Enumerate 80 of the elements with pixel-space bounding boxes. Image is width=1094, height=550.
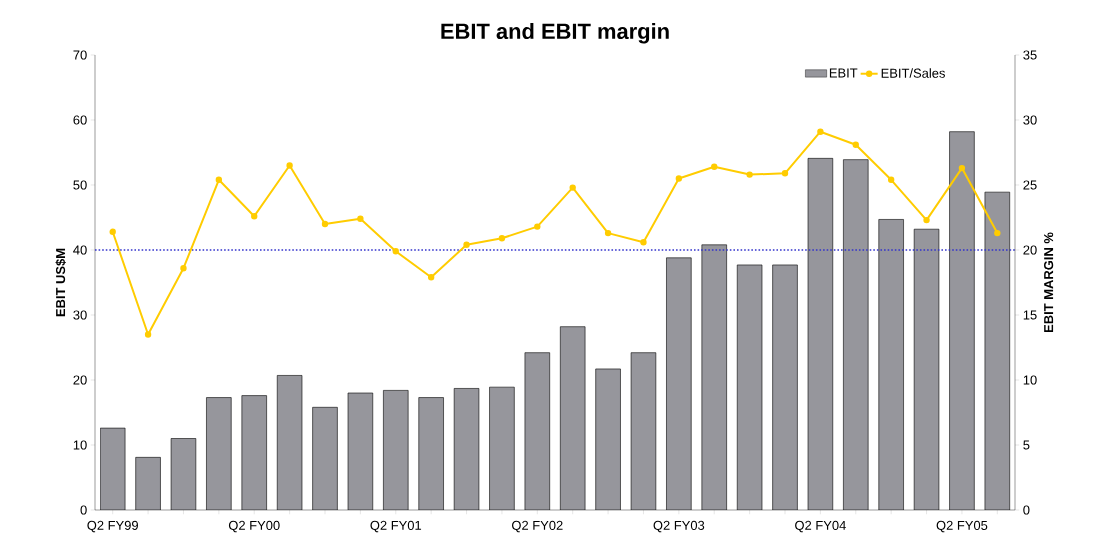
chart-title: EBIT and EBIT margin — [441, 22, 669, 44]
point — [711, 163, 718, 170]
y-tick-label: 60 — [73, 115, 87, 125]
y-tick-label: 20 — [73, 375, 87, 385]
point — [215, 176, 223, 183]
bar — [277, 375, 302, 510]
point — [958, 164, 966, 172]
y2-tick-label: 20 — [1023, 245, 1037, 255]
y2-tick-label: 10 — [1023, 375, 1037, 385]
bar — [772, 264, 798, 510]
bar — [524, 352, 550, 510]
bar — [560, 326, 586, 510]
point — [817, 128, 824, 135]
y2-tick-label: 35 — [1023, 50, 1037, 60]
point — [392, 248, 399, 255]
x-tick-label: Q2 FY02 — [512, 520, 563, 533]
y2-tick-label: 15 — [1023, 310, 1037, 320]
bar — [206, 397, 232, 510]
y-tick-label: 70 — [73, 50, 87, 60]
point — [640, 239, 647, 246]
point — [251, 213, 258, 220]
x-tick-label: Q2 FY00 — [228, 520, 280, 533]
bar — [489, 387, 515, 510]
point — [781, 170, 789, 177]
y-tick-label: 50 — [73, 180, 87, 190]
bar — [418, 397, 444, 510]
bar — [808, 158, 833, 510]
bar — [241, 395, 267, 510]
y-tick-label: 0 — [80, 505, 87, 515]
bar — [701, 244, 727, 510]
point — [144, 331, 152, 338]
point — [463, 241, 470, 248]
y-tick-label: 30 — [73, 310, 87, 320]
bar — [171, 438, 196, 510]
bar — [631, 352, 656, 510]
point — [357, 215, 364, 222]
y2-tick-label: 30 — [1023, 115, 1037, 125]
bar — [843, 159, 869, 510]
point — [569, 184, 576, 191]
bar — [737, 264, 763, 510]
point — [427, 274, 435, 281]
bar — [984, 191, 1010, 510]
bar — [914, 229, 939, 510]
y-tick-label: 10 — [73, 440, 87, 450]
y2-axis-title: EBIT MARGIN % — [1044, 232, 1054, 333]
point — [852, 141, 859, 148]
point — [746, 171, 753, 178]
y-tick-label: 40 — [73, 245, 87, 255]
bar — [666, 257, 692, 510]
x-tick-label: Q2 FY99 — [87, 520, 138, 533]
legend-label: EBIT — [829, 68, 858, 78]
point — [498, 235, 506, 242]
bar — [878, 219, 904, 510]
point — [534, 223, 541, 230]
point — [675, 175, 683, 182]
point — [994, 229, 1001, 237]
point — [604, 229, 612, 237]
point — [321, 220, 329, 228]
x-tick-label: Q2 FY01 — [370, 520, 422, 533]
point — [109, 228, 116, 235]
bar — [348, 393, 373, 510]
y2-tick-label: 25 — [1023, 180, 1037, 190]
point — [923, 216, 930, 224]
point — [887, 176, 895, 183]
bar — [949, 131, 975, 510]
bar — [100, 428, 126, 510]
bar — [454, 388, 479, 510]
bar — [383, 390, 409, 510]
point — [286, 162, 293, 169]
bar — [312, 407, 338, 510]
bar — [135, 457, 161, 510]
point — [180, 265, 187, 272]
legend-label: EBIT/Sales — [881, 68, 945, 78]
y2-tick-label: 0 — [1023, 505, 1030, 515]
y2-tick-label: 5 — [1023, 440, 1030, 450]
x-tick-label: Q2 FY05 — [936, 520, 988, 533]
x-tick-label: Q2 FY04 — [795, 520, 846, 533]
x-tick-label: Q2 FY03 — [653, 520, 705, 533]
bar — [595, 368, 621, 510]
y-axis-title: EBIT US$M — [55, 248, 66, 317]
